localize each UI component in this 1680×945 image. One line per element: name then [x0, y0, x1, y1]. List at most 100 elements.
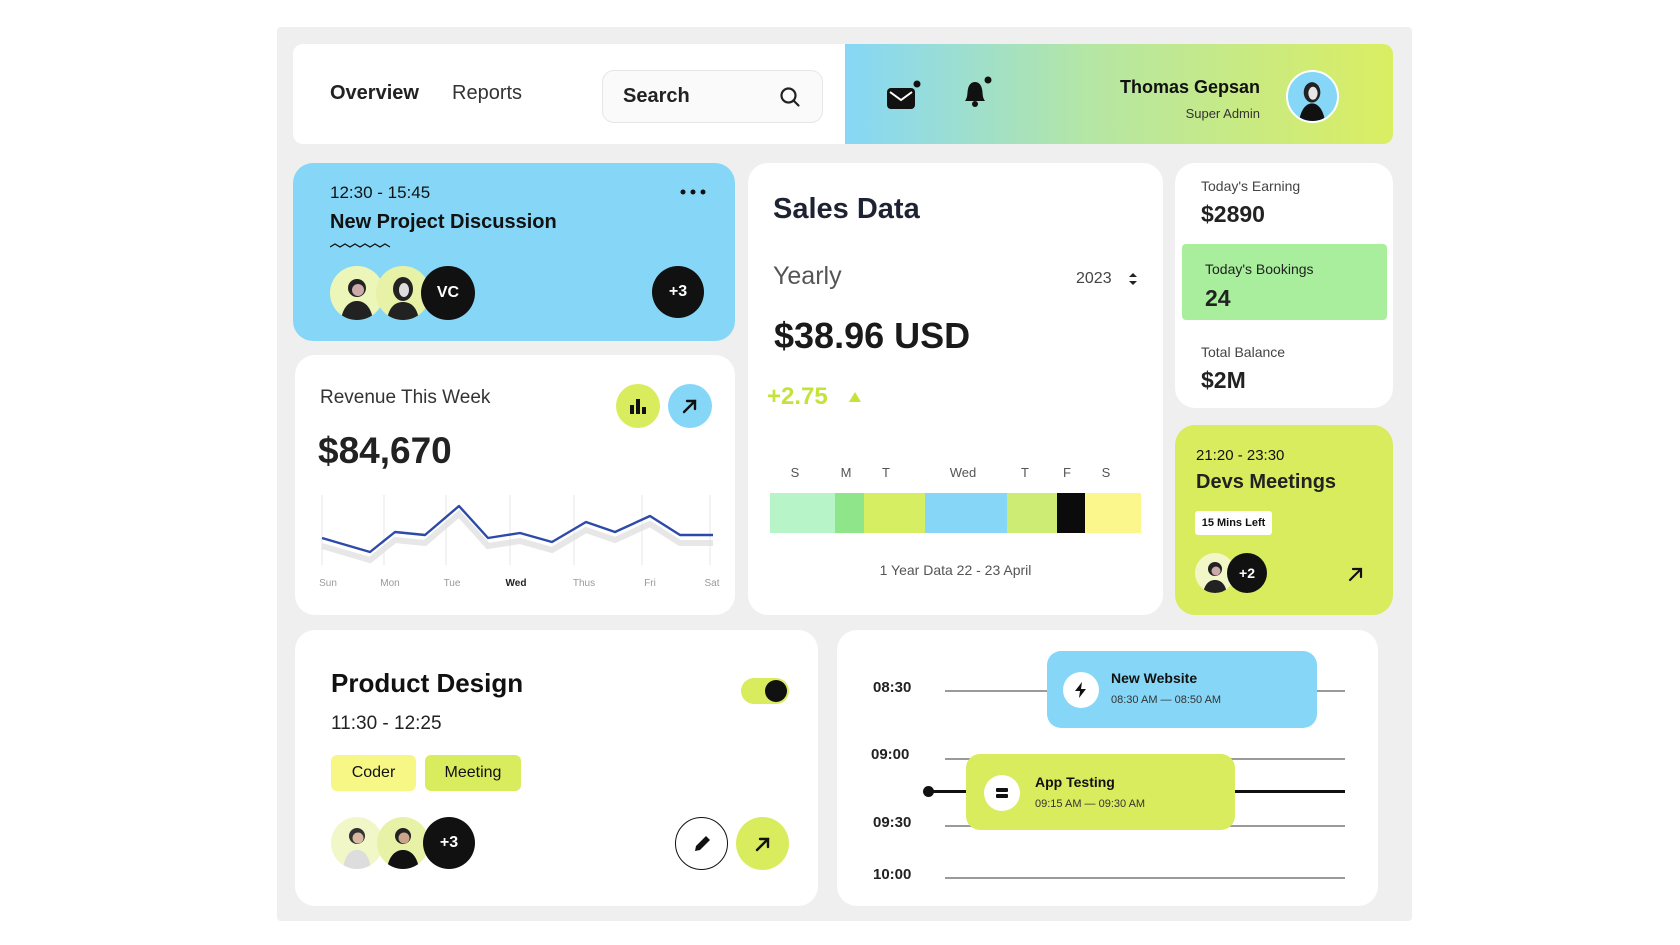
sales-day-label: T — [882, 465, 890, 480]
sales-day-label: M — [840, 465, 852, 480]
earning-label: Today's Earning — [1201, 178, 1301, 194]
bookings-value: 24 — [1205, 285, 1231, 311]
revenue-day-label: Thus — [572, 578, 596, 589]
event-title: App Testing — [1035, 774, 1115, 790]
person-icon — [343, 828, 371, 869]
bar-chart-button[interactable] — [616, 384, 660, 428]
tab-reports[interactable]: Reports — [452, 82, 523, 104]
sales-segment — [1007, 493, 1057, 533]
triangle-up-icon — [849, 392, 861, 402]
arrow-up-right-icon — [682, 399, 697, 414]
bookings-tile[interactable] — [1182, 244, 1387, 320]
sales-segment — [1085, 493, 1141, 533]
revenue-title: Revenue This Week — [320, 387, 491, 408]
time-label: 10:00 — [873, 866, 912, 883]
more-participants-badge[interactable]: +2 — [1227, 553, 1267, 593]
balance-value: $2M — [1201, 367, 1246, 393]
product-time: 11:30 - 12:25 — [331, 713, 442, 734]
event-time: 09:15 AM — 09:30 AM — [1035, 798, 1146, 810]
squiggle-decoration — [330, 243, 391, 248]
event-new-website[interactable]: New Website 08:30 AM — 08:50 AM — [1047, 651, 1317, 728]
sales-segment — [925, 493, 1007, 533]
sales-segment — [1057, 493, 1085, 533]
year-select[interactable]: 2023 — [1076, 270, 1112, 287]
revenue-day-label: Fri — [644, 578, 656, 589]
person-icon — [341, 279, 373, 320]
sort-icon[interactable] — [1128, 272, 1138, 286]
tag-coder[interactable]: Coder — [331, 755, 416, 791]
open-product-button[interactable] — [736, 817, 789, 870]
devs-time: 21:20 - 23:30 — [1196, 447, 1285, 464]
avatar — [377, 817, 429, 869]
revenue-line-chart — [321, 495, 713, 565]
revenue-day-label: Tue — [443, 578, 461, 589]
sales-segment — [864, 493, 925, 533]
event-app-testing[interactable]: App Testing 09:15 AM — 09:30 AM — [966, 754, 1235, 830]
grid-line — [945, 877, 1345, 879]
search-input[interactable] — [623, 85, 773, 108]
tab-overview[interactable]: Overview — [330, 82, 419, 104]
sales-title: Sales Data — [773, 193, 920, 225]
sales-segment — [770, 493, 835, 533]
revenue-amount: $84,670 — [318, 430, 452, 471]
sales-day-label: F — [1063, 465, 1071, 480]
sales-caption: 1 Year Data 22 - 23 April — [879, 562, 1032, 578]
sales-day-label: T — [1021, 465, 1029, 480]
more-participants-badge[interactable]: +3 — [652, 266, 704, 318]
toggle-knob — [765, 680, 787, 702]
server-icon — [996, 788, 1008, 798]
revenue-card — [295, 355, 735, 615]
mail-icon[interactable] — [886, 80, 922, 112]
person-icon — [1299, 82, 1325, 121]
event-icon-wrap — [984, 775, 1020, 811]
sales-period: Yearly — [773, 262, 842, 290]
more-participants-badge[interactable]: +3 — [423, 817, 475, 869]
open-revenue-button[interactable] — [668, 384, 712, 428]
sales-amount: $38.96 USD — [774, 315, 971, 356]
sales-card — [748, 163, 1163, 615]
sales-day-label: Wed — [949, 465, 977, 480]
arrow-up-right-icon[interactable] — [1347, 565, 1365, 583]
revenue-day-label: Sun — [319, 578, 337, 589]
user-avatar[interactable] — [1286, 70, 1339, 123]
search-icon[interactable] — [779, 86, 801, 108]
earning-value: $2890 — [1201, 201, 1265, 227]
avatar — [330, 266, 384, 320]
time-label: 09:30 — [873, 814, 912, 831]
sales-day-label: S — [790, 465, 800, 480]
balance-label: Total Balance — [1201, 344, 1286, 360]
current-time-marker — [923, 786, 934, 797]
time-label: 08:30 — [873, 679, 912, 696]
bar-chart-icon — [630, 399, 646, 414]
pencil-icon — [694, 835, 710, 851]
sales-day-label: S — [1101, 465, 1111, 480]
person-icon — [387, 277, 419, 320]
person-icon — [1203, 562, 1227, 593]
user-name: Thomas Gepsan — [1119, 77, 1260, 97]
revenue-day-label: Wed — [505, 578, 527, 589]
user-role: Super Admin — [1185, 106, 1260, 121]
lightning-icon — [1075, 682, 1086, 698]
avatar — [331, 817, 383, 869]
sales-change: +2.75 — [767, 383, 828, 410]
person-icon — [387, 828, 419, 869]
devs-title: Devs Meetings — [1196, 471, 1337, 493]
product-toggle[interactable] — [741, 678, 789, 704]
revenue-day-label: Sat — [704, 578, 720, 589]
avatar-initials: VC — [421, 266, 475, 320]
event-icon-wrap — [1063, 672, 1099, 708]
product-title: Product Design — [331, 668, 524, 698]
tag-meeting[interactable]: Meeting — [425, 755, 521, 791]
event-time: 08:30 AM — 08:50 AM — [1111, 694, 1222, 706]
search-box — [602, 70, 823, 123]
edit-button[interactable] — [675, 817, 728, 870]
sales-segment — [835, 493, 864, 533]
bookings-label: Today's Bookings — [1205, 261, 1314, 277]
avatar — [376, 266, 430, 320]
time-left-badge: 15 Mins Left — [1195, 511, 1272, 535]
more-options-icon[interactable] — [680, 188, 706, 196]
arrow-up-right-icon — [755, 837, 769, 851]
time-label: 09:00 — [871, 746, 910, 763]
revenue-day-label: Mon — [380, 578, 400, 589]
bell-icon[interactable] — [960, 76, 994, 110]
